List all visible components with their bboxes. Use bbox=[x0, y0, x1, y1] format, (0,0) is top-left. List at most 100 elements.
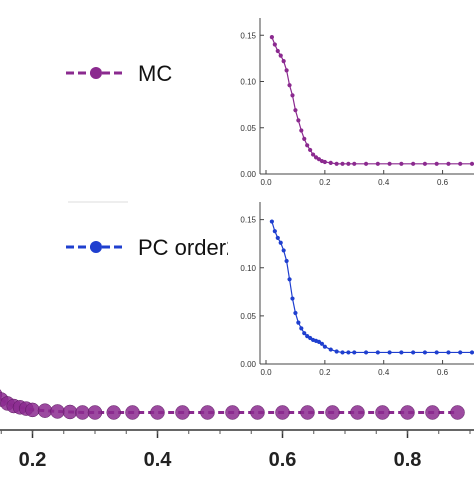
inset-data-point-pc-order2-17 bbox=[319, 341, 325, 346]
inset-data-point-pc-order2-11 bbox=[302, 331, 307, 336]
data-point-mc-15 bbox=[87, 405, 103, 420]
inset-data-point-mc-18 bbox=[322, 159, 327, 165]
legend-swatch-marker-0 bbox=[90, 67, 102, 79]
inset-data-point-mc-2 bbox=[275, 48, 280, 54]
inset-data-point-pc-order2-30 bbox=[434, 350, 439, 355]
data-point-mc-30 bbox=[450, 405, 465, 420]
data-point-mc-24 bbox=[300, 405, 315, 420]
inset-x-tick-label-3: 0.6 bbox=[437, 178, 449, 187]
inset-data-point-mc-19 bbox=[328, 160, 333, 165]
inset-y-tick-label-1: 0.05 bbox=[240, 312, 256, 321]
data-point-mc-18 bbox=[150, 405, 165, 420]
main-plot: 0.2 0.4 0.6 0.8 bbox=[0, 389, 474, 471]
legend-label-1: PC order2 bbox=[138, 235, 238, 260]
inset-data-point-mc-23 bbox=[352, 161, 357, 166]
data-point-mc-25 bbox=[325, 405, 340, 420]
inset-data-point-pc-order2-4 bbox=[281, 248, 286, 253]
inset-data-point-pc-order2-28 bbox=[411, 350, 416, 355]
inset-background bbox=[228, 198, 474, 380]
inset-x-tick-label-2: 0.4 bbox=[378, 178, 390, 187]
inset-data-point-mc-6 bbox=[287, 83, 292, 88]
inset-data-point-mc-31 bbox=[446, 161, 451, 166]
inset-x-tick-label-3: 0.6 bbox=[437, 368, 449, 377]
inset-data-point-mc-13 bbox=[308, 147, 313, 153]
data-point-mc-17 bbox=[125, 405, 140, 420]
inset-data-point-mc-12 bbox=[305, 143, 310, 148]
data-point-mc-16 bbox=[106, 405, 121, 420]
data-point-mc-13 bbox=[62, 404, 78, 420]
inset-bottom-plot: 0.00 0.05 0.10 0.15 0.0 0.2 0.4 0.6 bbox=[228, 198, 474, 380]
inset-data-point-mc-7 bbox=[290, 93, 295, 98]
inset-data-point-pc-order2-21 bbox=[340, 350, 345, 355]
inset-data-point-mc-1 bbox=[272, 42, 277, 47]
legend-label-0: MC bbox=[138, 61, 172, 86]
inset-data-point-pc-order2-33 bbox=[469, 350, 474, 355]
inset-data-point-mc-27 bbox=[399, 161, 404, 166]
inset-data-point-pc-order2-25 bbox=[375, 350, 380, 355]
data-point-mc-10 bbox=[25, 402, 40, 418]
inset-data-point-mc-9 bbox=[296, 118, 301, 123]
data-point-mc-19 bbox=[175, 405, 190, 420]
inset-x-tick-label-1: 0.2 bbox=[319, 368, 331, 377]
inset-data-point-mc-21 bbox=[340, 161, 345, 166]
inset-data-point-mc-11 bbox=[302, 136, 307, 141]
inset-data-point-mc-29 bbox=[422, 161, 428, 166]
inset-data-point-mc-24 bbox=[363, 161, 369, 166]
inset-data-point-mc-22 bbox=[346, 161, 351, 166]
inset-data-point-pc-order2-9 bbox=[296, 320, 301, 325]
inset-data-point-pc-order2-3 bbox=[278, 240, 283, 245]
inset-data-point-mc-33 bbox=[469, 161, 474, 166]
data-point-mc-27 bbox=[375, 405, 390, 420]
inset-data-point-pc-order2-8 bbox=[293, 310, 298, 316]
inset-data-point-pc-order2-29 bbox=[422, 350, 428, 355]
inset-data-point-pc-order2-32 bbox=[458, 350, 463, 355]
inset-data-point-mc-3 bbox=[278, 53, 283, 58]
inset-x-tick-label-0: 0.0 bbox=[260, 368, 272, 377]
inset-data-point-pc-order2-5 bbox=[284, 258, 289, 264]
inset-y-tick-label-0: 0.00 bbox=[240, 170, 256, 179]
inset-data-point-mc-8 bbox=[293, 108, 298, 113]
inset-data-point-mc-20 bbox=[334, 161, 339, 166]
legend-swatch-marker-1 bbox=[90, 241, 102, 253]
inset-data-point-pc-order2-23 bbox=[352, 350, 357, 355]
inset-data-point-mc-5 bbox=[284, 68, 289, 73]
inset-top-plot: 0.00 0.05 0.10 0.15 0.0 0.2 0.4 0.6 bbox=[228, 14, 474, 190]
inset-y-tick-label-2: 0.10 bbox=[240, 264, 256, 273]
inset-data-point-mc-14 bbox=[310, 152, 316, 157]
inset-background bbox=[228, 14, 474, 190]
inset-data-point-mc-25 bbox=[375, 161, 380, 166]
inset-data-point-pc-order2-6 bbox=[287, 277, 292, 282]
data-point-mc-21 bbox=[225, 405, 240, 420]
data-point-mc-22 bbox=[250, 405, 265, 420]
inset-data-point-pc-order2-0 bbox=[269, 219, 274, 224]
inset-data-point-pc-order2-24 bbox=[363, 350, 369, 355]
data-point-mc-23 bbox=[275, 405, 290, 420]
x-tick-label-0: 0.2 bbox=[19, 449, 47, 471]
inset-y-tick-label-0: 0.00 bbox=[240, 360, 256, 369]
inset-data-point-mc-28 bbox=[411, 161, 416, 166]
inset-y-tick-label-3: 0.15 bbox=[240, 31, 256, 40]
inset-y-tick-label-1: 0.05 bbox=[240, 124, 256, 133]
inset-data-point-pc-order2-26 bbox=[387, 350, 392, 355]
inset-data-point-pc-order2-2 bbox=[275, 235, 280, 241]
data-point-mc-26 bbox=[350, 405, 365, 420]
inset-data-point-pc-order2-10 bbox=[299, 326, 304, 331]
inset-data-point-pc-order2-31 bbox=[446, 350, 451, 355]
inset-y-tick-label-3: 0.15 bbox=[240, 216, 256, 225]
inset-data-point-mc-30 bbox=[434, 161, 439, 166]
inset-x-tick-label-2: 0.4 bbox=[378, 368, 390, 377]
inset-data-point-mc-4 bbox=[281, 59, 286, 64]
inset-data-point-mc-10 bbox=[299, 128, 304, 133]
data-point-mc-11 bbox=[37, 403, 53, 418]
inset-data-point-pc-order2-20 bbox=[334, 349, 339, 354]
inset-data-point-pc-order2-7 bbox=[290, 296, 295, 301]
data-point-mc-28 bbox=[400, 405, 415, 420]
inset-data-point-mc-26 bbox=[387, 161, 392, 166]
data-point-mc-14 bbox=[75, 405, 90, 420]
inset-data-point-pc-order2-18 bbox=[322, 344, 327, 349]
x-tick-label-2: 0.6 bbox=[269, 449, 297, 471]
x-tick-label-3: 0.8 bbox=[394, 449, 422, 471]
inset-data-point-pc-order2-1 bbox=[272, 229, 277, 234]
